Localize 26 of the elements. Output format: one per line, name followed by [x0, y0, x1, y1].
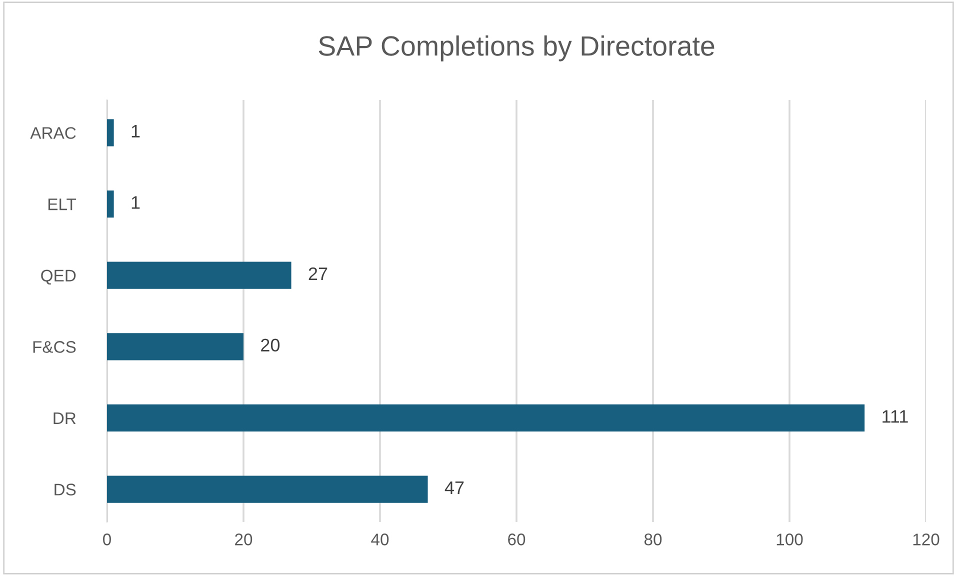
y-tick-label: QED: [41, 270, 76, 285]
y-tick-label: DR: [54, 412, 76, 424]
y-tick-label: DS: [54, 484, 76, 496]
bar: [107, 190, 114, 218]
data-label: 1: [132, 124, 140, 138]
data-label: 1: [132, 196, 140, 209]
x-tick-label: 60: [508, 534, 526, 546]
chart-title: SAP Completions by Directorate: [318, 35, 714, 62]
x-tick-label: 20: [235, 534, 252, 546]
data-label: 47: [444, 482, 464, 494]
bar: [107, 262, 292, 289]
y-tick-label: F&CS: [33, 341, 76, 353]
y-tick-label: ELT: [48, 198, 76, 210]
bar: [107, 404, 865, 432]
x-tick-label: 120: [913, 534, 940, 546]
x-tick-label: 40: [371, 534, 389, 546]
x-tick-label: 100: [776, 534, 803, 546]
bar: [107, 333, 244, 360]
x-tick-label: 80: [644, 534, 662, 546]
y-tick-label: ARAC: [30, 127, 76, 139]
bar: [107, 119, 114, 146]
x-tick-label: 0: [103, 534, 111, 546]
data-label: 20: [261, 338, 280, 352]
bar: [107, 476, 428, 503]
data-label: 27: [308, 267, 328, 280]
data-label: 111: [882, 410, 908, 423]
